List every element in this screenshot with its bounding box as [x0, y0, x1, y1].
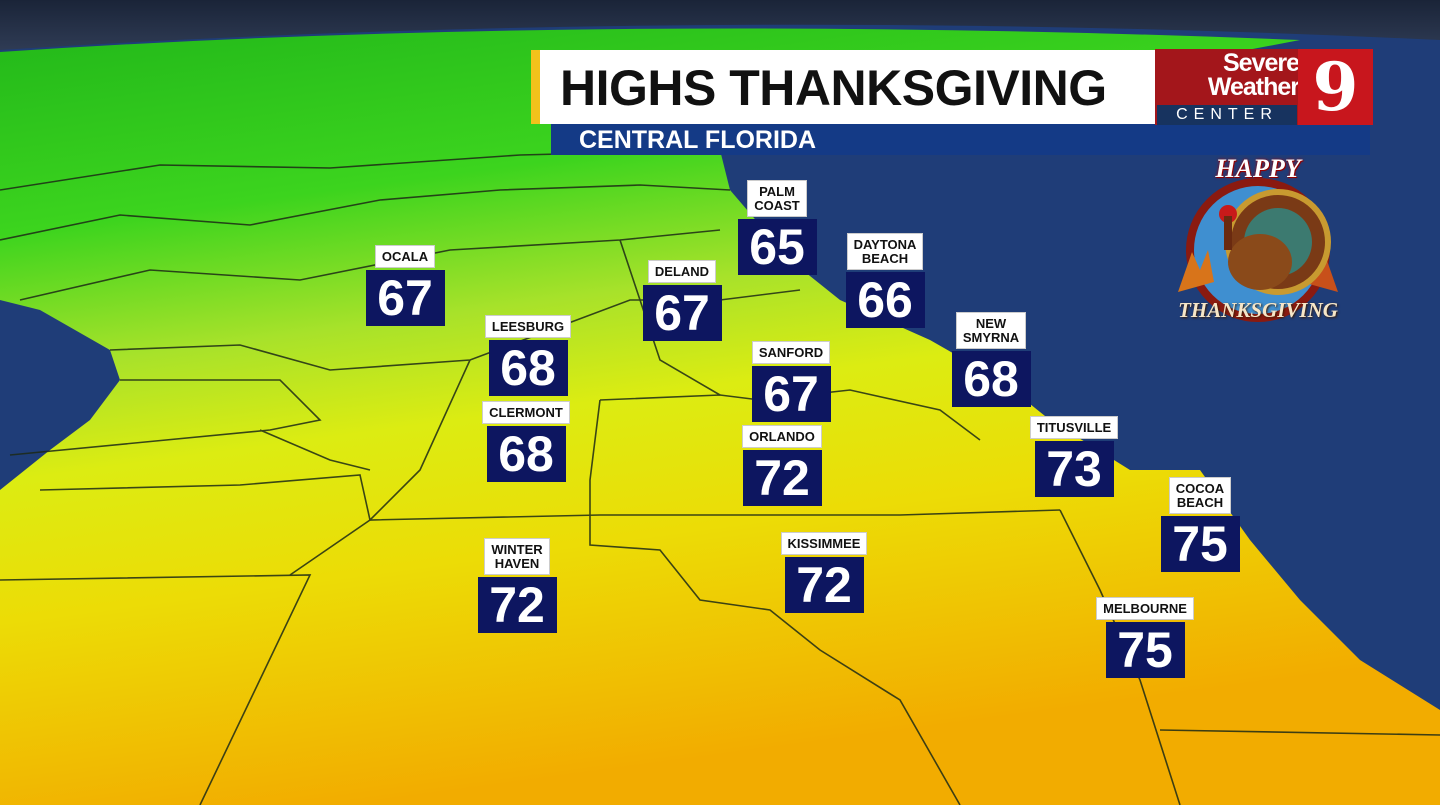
high-temp: 72 — [477, 577, 557, 633]
city-label: SANFORD — [751, 341, 831, 364]
header-accent-bar — [531, 50, 540, 124]
channel-number: 9 — [1298, 49, 1373, 125]
city-label: DAYTONA BEACH — [846, 233, 924, 270]
city-label: NEW SMYRNA — [955, 312, 1027, 349]
city-daytona-beach: DAYTONA BEACH 66 — [845, 233, 925, 328]
logo-line1: Severe — [1222, 49, 1300, 77]
high-temp: 72 — [742, 450, 822, 506]
high-temp: 65 — [737, 219, 817, 275]
city-sanford: SANFORD 67 — [751, 341, 831, 422]
city-label: WINTER HAVEN — [484, 538, 550, 575]
high-temp: 73 — [1034, 441, 1114, 497]
gulf-water — [0, 300, 120, 490]
high-temp: 75 — [1105, 622, 1185, 678]
city-new-smyrna: NEW SMYRNA 68 — [951, 312, 1031, 407]
page-title: HIGHS THANKSGIVING — [540, 50, 1155, 124]
city-label: TITUSVILLE — [1029, 416, 1119, 439]
city-cocoa-beach: COCOA BEACH 75 — [1160, 477, 1240, 572]
city-label: PALM COAST — [747, 180, 807, 217]
city-ocala: OCALA 67 — [365, 245, 445, 326]
region-subtitle: CENTRAL FLORIDA — [551, 124, 1370, 155]
high-temp: 68 — [486, 426, 566, 482]
city-label: ORLANDO — [742, 425, 822, 448]
city-label: LEESBURG — [484, 315, 572, 338]
high-temp: 72 — [784, 557, 864, 613]
city-melbourne: MELBOURNE 75 — [1096, 597, 1194, 678]
city-leesburg: LEESBURG 68 — [484, 315, 572, 396]
happy-thanksgiving-badge: HAPPY THANKSGIVING — [1160, 152, 1356, 328]
city-orlando: ORLANDO 72 — [742, 425, 822, 506]
badge-top-text: HAPPY — [1215, 154, 1301, 183]
city-label: COCOA BEACH — [1168, 477, 1232, 514]
land — [0, 28, 1440, 805]
city-label: KISSIMMEE — [780, 532, 868, 555]
badge-bottom-text: THANKSGIVING — [1178, 298, 1338, 322]
city-label: DELAND — [647, 260, 717, 283]
high-temp: 67 — [365, 270, 445, 326]
city-label: MELBOURNE — [1096, 597, 1194, 620]
severe-weather-center-logo: Severe Weather CENTER 9 — [1155, 49, 1373, 125]
high-temp: 67 — [642, 285, 722, 341]
city-label: OCALA — [374, 245, 436, 268]
city-deland: DELAND 67 — [642, 260, 722, 341]
city-clermont: CLERMONT 68 — [482, 401, 570, 482]
city-kissimmee: KISSIMMEE 72 — [780, 532, 868, 613]
high-temp: 75 — [1160, 516, 1240, 572]
city-palm-coast: PALM COAST 65 — [737, 180, 817, 275]
turkey-icon — [1178, 178, 1338, 322]
logo-line3: CENTER — [1157, 105, 1297, 125]
city-winter-haven: WINTER HAVEN 72 — [477, 538, 557, 633]
logo-line2: Weather — [1207, 73, 1300, 101]
high-temp: 68 — [488, 340, 568, 396]
city-label: CLERMONT — [482, 401, 570, 424]
high-temp: 68 — [951, 351, 1031, 407]
city-titusville: TITUSVILLE 73 — [1029, 416, 1119, 497]
high-temp: 66 — [845, 272, 925, 328]
high-temp: 67 — [751, 366, 831, 422]
